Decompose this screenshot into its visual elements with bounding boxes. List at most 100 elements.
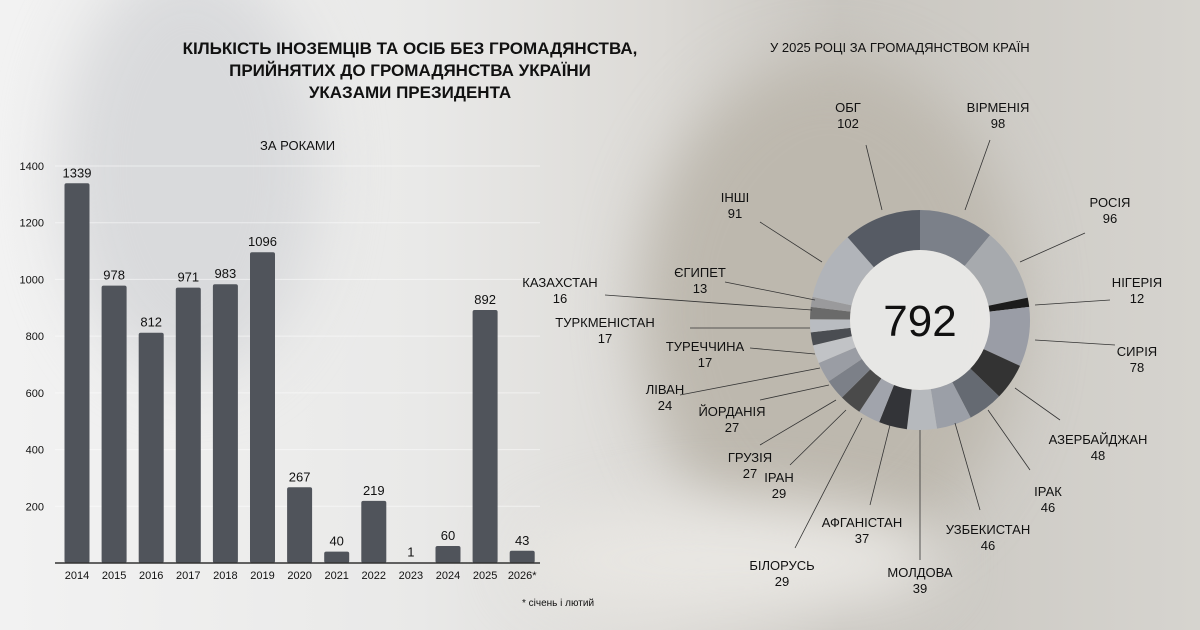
bar-value-label: 812 [140,315,162,330]
donut-slice-узбекистан [930,382,971,429]
slice-label: ЙОРДАНІЯ 27 [698,404,765,436]
x-tick-label: 2026* [508,570,537,582]
x-tick-label: 2015 [102,570,126,582]
leader-line [759,384,830,401]
y-tick-label: 1200 [20,218,44,230]
slice-label: ЄГИПЕТ 13 [674,265,726,297]
footnote: * січень і лютий [522,598,595,609]
slice-name: РОСІЯ [1089,195,1131,210]
bar-value-label: 1 [407,545,414,560]
slice-name: НІГЕРІЯ [1111,275,1163,290]
slice-name: КАЗАХСТАН [522,275,598,290]
slice-value: 37 [854,531,870,546]
slice-name: МОЛДОВА [887,565,953,580]
donut-slice-єгипет [810,296,852,312]
slice-label: БІЛОРУСЬ 29 [749,558,814,590]
donut-slice-молдова [906,389,937,430]
title-line: УКАЗАМИ ПРЕЗИДЕНТА [308,83,512,102]
x-tick-label: 2020 [287,570,311,582]
slice-value: 48 [1090,448,1106,463]
x-tick-label: 2018 [213,570,237,582]
slice-label: ЛІВАН 24 [646,382,684,414]
slice-label: ТУРЕЧЧИНА 17 [666,339,744,371]
slice-label: ІРАК 46 [1034,484,1062,516]
leader-line [954,422,981,511]
slice-label: НІГЕРІЯ 12 [1112,275,1162,307]
leader-line [789,409,847,466]
x-tick-label: 2025 [473,570,497,582]
slice-name: ОБГ [835,100,861,115]
bar-2025 [472,310,498,563]
leader-line [749,347,816,355]
bar-2018 [212,284,238,563]
donut-slice-грузія [828,359,871,398]
donut-slice-інші [812,237,874,306]
leader-line [604,294,813,311]
donut-slice-сирія [983,306,1030,366]
donut-slice-ліван [812,336,856,363]
leader-line [759,399,837,446]
slice-label: ГРУЗІЯ 27 [728,450,772,482]
bar-value-label: 1096 [248,234,277,249]
slice-value: 29 [771,486,787,501]
slice-value: 16 [552,291,568,306]
x-tick-label: 2022 [362,570,386,582]
chart-title: КІЛЬКІСТЬ ІНОЗЕМЦІВ ТА ОСІБ БЕЗ ГРОМАДЯН… [150,38,670,104]
y-tick-label: 800 [26,331,44,343]
slice-value: 46 [1040,500,1056,515]
background-table [520,500,940,620]
slice-name: ТУРКМЕНІСТАН [555,315,655,330]
leader-line [1034,339,1116,346]
bar-2019 [250,252,275,563]
slice-name: ГРУЗІЯ [727,450,773,465]
slice-name: ІРАК [1034,484,1062,499]
leader-line [1019,232,1086,263]
bar-value-label: 60 [441,528,455,543]
donut-slice-вірменія [920,210,991,267]
slice-value: 96 [1102,211,1118,226]
bar-value-label: 892 [474,292,496,307]
y-tick-label: 200 [26,501,44,513]
bar-value-label: 971 [177,270,199,285]
leader-line [1034,299,1111,306]
slice-value: 12 [1129,291,1145,306]
slice-value: 46 [980,538,996,553]
x-tick-label: 2019 [250,570,274,582]
slice-value: 13 [692,281,708,296]
x-tick-label: 2014 [65,570,89,582]
slice-label: ОБГ 102 [835,100,861,132]
slice-name: БІЛОРУСЬ [749,558,815,573]
bar-2024 [435,545,461,563]
bar-value-label: 219 [363,483,385,498]
leader-line [865,144,883,211]
bar-2022 [361,500,387,563]
slice-label: ТУРКМЕНІСТАН 17 [555,315,654,347]
slice-label: ВІРМЕНІЯ 98 [967,100,1030,132]
slice-label: ІРАН 29 [764,470,793,502]
donut-center-total: 792 [883,297,956,346]
slice-name: ІРАН [764,470,794,485]
donut-slice-йорданія [818,347,862,382]
donut-slice-казахстан [810,306,851,320]
slice-name: ТУРЕЧЧИНА [665,339,745,354]
slice-value: 91 [727,206,743,221]
leader-line [964,139,991,211]
slice-name: АФГАНІСТАН [821,515,903,530]
slice-name: ВІРМЕНІЯ [966,100,1030,115]
donut-chart-subtitle: У 2025 РОЦІ ЗА ГРОМАДЯНСТВОМ КРАЇН [770,40,1030,55]
x-tick-label: 2023 [399,570,423,582]
slice-value: 78 [1129,360,1145,375]
slice-name: АЗЕРБАЙДЖАН [1048,432,1148,447]
donut-slice-нігерія [988,297,1030,312]
leader-line [987,409,1031,471]
slice-label: УЗБЕКИСТАН 46 [946,522,1030,554]
x-tick-label: 2024 [436,570,460,582]
slice-name: ЄГИПЕТ [674,265,726,280]
slice-value: 27 [742,466,758,481]
slice-label: РОСІЯ 96 [1090,195,1131,227]
donut-slice-афганістан [879,384,912,430]
leader-line [679,367,821,396]
bar-value-label: 267 [289,469,311,484]
